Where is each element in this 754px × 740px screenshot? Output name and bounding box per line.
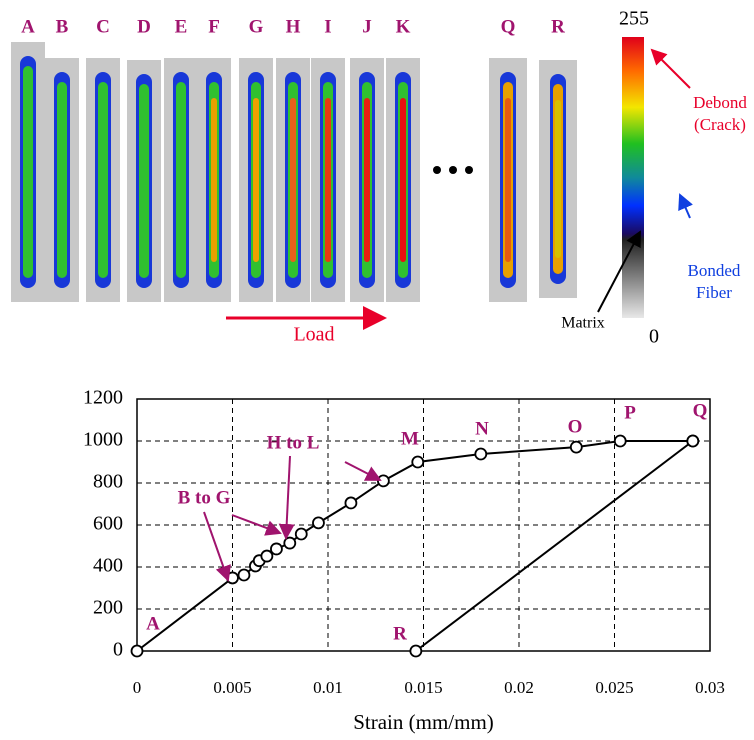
arrow [650, 48, 691, 89]
point-label: M [401, 428, 419, 449]
panel-label: J [362, 16, 372, 37]
y-tick-label: 600 [93, 513, 123, 535]
panel-label: I [324, 16, 331, 37]
point [344, 496, 358, 510]
x-tick-label: 0.005 [213, 678, 251, 697]
load-label: Load [293, 324, 334, 346]
x-tick-label: 0.03 [695, 678, 725, 697]
point [411, 455, 425, 469]
line [136, 440, 693, 652]
line [415, 440, 694, 652]
fiber-mid [57, 82, 67, 278]
panel-label: B [56, 16, 69, 37]
point [130, 644, 144, 658]
panel-label: D [137, 16, 151, 37]
y-tick-label: 200 [93, 597, 123, 619]
fiber-mid [98, 82, 108, 278]
fiber-core [290, 98, 296, 262]
point [294, 527, 308, 541]
x-tick-label: 0.02 [504, 678, 534, 697]
panel-label: H [286, 16, 301, 37]
point [474, 447, 488, 461]
point [376, 474, 390, 488]
point-label: N [475, 418, 489, 439]
point [237, 568, 251, 582]
colorbar [622, 37, 644, 318]
panel-label: G [249, 16, 264, 37]
point [260, 549, 274, 563]
debond-label: (Crack) [694, 115, 746, 134]
y-tick-label: 800 [93, 471, 123, 493]
point [686, 434, 700, 448]
point [409, 644, 423, 658]
dots [433, 166, 473, 174]
x-tick-label: 0 [133, 678, 142, 697]
colorbar-max: 255 [619, 8, 649, 30]
debond-label: Debond [693, 93, 747, 112]
plot-frame [136, 398, 711, 652]
fiber-core [325, 98, 331, 262]
point [226, 571, 239, 585]
y-tick-label: 0 [113, 639, 123, 661]
y-tick-label: 1200 [83, 387, 123, 409]
point [270, 542, 283, 556]
panel-label: E [175, 16, 188, 37]
annotation-arrow [278, 455, 295, 540]
point-label: P [624, 402, 636, 423]
arrow [678, 193, 693, 219]
y-tick-label: 1000 [83, 429, 123, 451]
fiber-mid [176, 82, 186, 278]
point-label: O [568, 416, 583, 437]
y-tick-label: 400 [93, 555, 123, 577]
point [312, 516, 325, 530]
point-label: R [393, 623, 407, 644]
point [613, 434, 627, 448]
annotation: B to G [178, 487, 231, 508]
x-tick-label: 0.025 [595, 678, 633, 697]
arrow [597, 230, 641, 313]
point-label: Q [693, 400, 708, 421]
annotation-arrow [344, 461, 382, 481]
matrix-label: Matrix [561, 315, 605, 332]
panel-label: R [551, 16, 565, 37]
fiber-core [505, 98, 511, 262]
x-axis-title: Strain (mm/mm) [353, 710, 494, 734]
colorbar-min: 0 [649, 326, 659, 348]
panel-label: A [21, 16, 35, 37]
point-label: A [146, 613, 160, 634]
fiber-core [364, 98, 370, 262]
panel-label: Q [501, 16, 516, 37]
fiber-core [211, 98, 217, 262]
fiber-mid [139, 84, 149, 278]
bonded-label: Fiber [696, 283, 732, 302]
fiber-core [253, 98, 259, 262]
panel-label: C [96, 16, 110, 37]
fiber-core [555, 100, 561, 258]
bonded-label: Bonded [688, 261, 741, 280]
point [569, 440, 583, 454]
point [283, 536, 297, 550]
fiber-mid [23, 66, 33, 278]
annotation: H to L [267, 432, 320, 453]
fiber-core [400, 98, 406, 262]
x-tick-label: 0.01 [313, 678, 343, 697]
panel-label: F [208, 16, 220, 37]
annotation-arrow [203, 511, 231, 582]
x-tick-label: 0.015 [404, 678, 442, 697]
annotation-arrow [231, 514, 282, 536]
panel-label: K [396, 16, 411, 37]
